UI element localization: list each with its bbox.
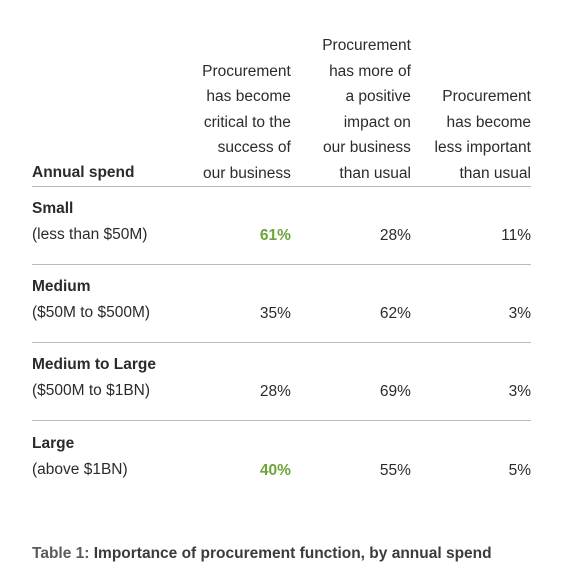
column-header-less-important: Procurement has become less important th… [434, 88, 531, 182]
row-range: ($50M to $500M) [32, 304, 151, 321]
cell-value: 3% [508, 305, 531, 322]
cell-value: 62% [379, 305, 411, 322]
row-name: Large [32, 435, 75, 452]
cell-value: 28% [259, 383, 291, 400]
caption-prefix: Table 1: [32, 545, 90, 562]
row-header-label: Annual spend [32, 164, 135, 181]
caption-text: Importance of procurement function, by a… [89, 545, 492, 562]
table-row: Medium ($50M to $500M) 35% 62% 3% [32, 265, 531, 343]
cell-value: 3% [508, 383, 531, 400]
table-row: Large (above $1BN) 40% 55% 5% [32, 421, 531, 499]
cell-value: 61% [259, 227, 291, 244]
cell-value: 69% [379, 383, 411, 400]
row-label: Medium to Large ($500M to $1BN) [32, 352, 178, 420]
cell-value: 35% [259, 305, 291, 322]
table-caption: Table 1: Importance of procurement funct… [32, 545, 492, 563]
cell-value: 28% [379, 227, 411, 244]
header-divider [32, 186, 531, 187]
importance-table: Annual spend Procurement has become crit… [32, 30, 531, 499]
table-row: Medium to Large ($500M to $1BN) 28% 69% … [32, 343, 531, 421]
row-range: (above $1BN) [32, 461, 128, 478]
row-range: ($500M to $1BN) [32, 382, 151, 399]
row-name: Small [32, 200, 74, 217]
cell-value: 5% [508, 462, 531, 479]
row-label: Large (above $1BN) [32, 431, 178, 499]
row-range: (less than $50M) [32, 226, 148, 243]
column-header-critical: Procurement has become critical to the s… [202, 62, 291, 182]
cell-value: 11% [501, 227, 531, 244]
table-header: Annual spend Procurement has become crit… [32, 30, 531, 186]
row-name: Medium to Large [32, 356, 157, 373]
row-label: Small (less than $50M) [32, 196, 178, 264]
row-label: Medium ($50M to $500M) [32, 274, 178, 342]
row-name: Medium [32, 278, 91, 295]
cell-value: 55% [379, 462, 411, 479]
table-row: Small (less than $50M) 61% 28% 11% [32, 187, 531, 265]
cell-value: 40% [259, 462, 291, 479]
column-header-positive-impact: Procurement has more of a positive impac… [322, 37, 411, 182]
